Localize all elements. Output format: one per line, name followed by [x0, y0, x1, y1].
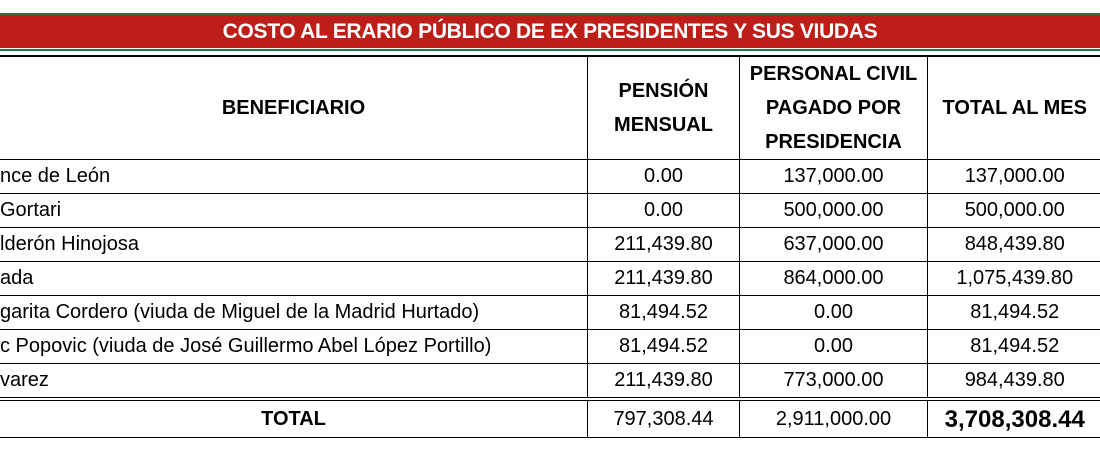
- table-row: garita Cordero (viuda de Miguel de la Ma…: [0, 295, 1100, 330]
- total-personal: 2,911,000.00: [739, 397, 928, 438]
- bottom-green-rule: [0, 49, 1100, 51]
- beneficiary-cell: lderón Hinojosa: [0, 227, 588, 262]
- table-title: COSTO AL ERARIO PÚBLICO DE EX PRESIDENTE…: [0, 15, 1100, 48]
- table-row: varez 211,439.80 773,000.00 984,439.80: [0, 363, 1100, 400]
- total-cell: 137,000.00: [927, 159, 1100, 194]
- grand-total: 3,708,308.44: [927, 397, 1100, 438]
- total-cell: 1,075,439.80: [927, 261, 1100, 296]
- personal-cell: 500,000.00: [739, 193, 928, 228]
- pension-cell: 81,494.52: [587, 295, 740, 330]
- totals-row: TOTAL 797,308.44 2,911,000.00 3,708,308.…: [0, 397, 1100, 438]
- total-cell: 81,494.52: [927, 329, 1100, 364]
- pension-cell: 0.00: [587, 193, 740, 228]
- table-row: nce de León 0.00 137,000.00 137,000.00: [0, 159, 1100, 194]
- table-row: ada 211,439.80 864,000.00 1,075,439.80: [0, 261, 1100, 296]
- personal-cell: 0.00: [739, 295, 928, 330]
- beneficiary-cell: nce de León: [0, 159, 588, 194]
- table-row: Gortari 0.00 500,000.00 500,000.00: [0, 193, 1100, 228]
- header-beneficiario: BENEFICIARIO: [0, 55, 588, 160]
- total-label: TOTAL: [0, 397, 588, 438]
- top-green-rule: [0, 13, 1100, 15]
- table-row: c Popovic (viuda de José Guillermo Abel …: [0, 329, 1100, 364]
- cost-table: BENEFICIARIO PENSIÓN MENSUAL PERSONAL CI…: [0, 55, 1100, 438]
- pension-cell: 211,439.80: [587, 363, 740, 400]
- header-personal: PERSONAL CIVIL PAGADO POR PRESIDENCIA: [739, 55, 928, 160]
- pension-cell: 0.00: [587, 159, 740, 194]
- header-total: TOTAL AL MES: [927, 55, 1100, 160]
- header-row: BENEFICIARIO PENSIÓN MENSUAL PERSONAL CI…: [0, 55, 1100, 160]
- beneficiary-cell: c Popovic (viuda de José Guillermo Abel …: [0, 329, 588, 364]
- personal-cell: 0.00: [739, 329, 928, 364]
- beneficiary-cell: varez: [0, 363, 588, 400]
- personal-cell: 864,000.00: [739, 261, 928, 296]
- total-cell: 984,439.80: [927, 363, 1100, 400]
- pension-cell: 211,439.80: [587, 261, 740, 296]
- header-pension: PENSIÓN MENSUAL: [587, 55, 740, 160]
- beneficiary-cell: garita Cordero (viuda de Miguel de la Ma…: [0, 295, 588, 330]
- pension-cell: 81,494.52: [587, 329, 740, 364]
- total-pension: 797,308.44: [587, 397, 740, 438]
- personal-cell: 637,000.00: [739, 227, 928, 262]
- table-row: lderón Hinojosa 211,439.80 637,000.00 848,4…: [0, 227, 1100, 262]
- total-cell: 81,494.52: [927, 295, 1100, 330]
- total-cell: 500,000.00: [927, 193, 1100, 228]
- personal-cell: 773,000.00: [739, 363, 928, 400]
- total-cell: 848,439.80: [927, 227, 1100, 262]
- beneficiary-cell: Gortari: [0, 193, 588, 228]
- beneficiary-cell: ada: [0, 261, 588, 296]
- pension-cell: 211,439.80: [587, 227, 740, 262]
- personal-cell: 137,000.00: [739, 159, 928, 194]
